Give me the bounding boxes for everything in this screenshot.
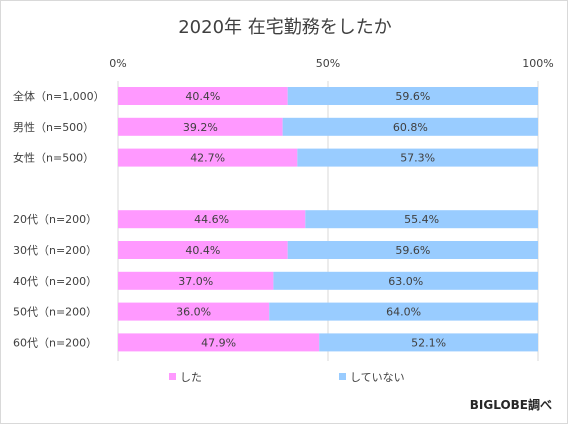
data-label: 39.2% <box>183 121 218 134</box>
data-label: 36.0% <box>176 306 211 319</box>
data-label: 59.6% <box>395 90 430 103</box>
x-tick-label: 100% <box>522 57 553 70</box>
bar-segment <box>287 87 538 105</box>
bar-segment <box>273 271 538 290</box>
x-axis-ticks: 0% 50% 100% <box>109 57 553 70</box>
category-label: 40代（n=200） <box>13 275 97 288</box>
bar-segment <box>287 241 538 259</box>
data-label: 55.4% <box>404 213 439 226</box>
legend-label: した <box>180 371 202 384</box>
category-label: 全体（n=1,000） <box>13 89 105 103</box>
bar-segment <box>269 302 538 321</box>
category-label: 男性（n=500） <box>13 120 94 134</box>
bar-segment <box>118 117 283 136</box>
x-tick-label: 0% <box>109 57 126 70</box>
data-label: 42.7% <box>190 152 225 165</box>
data-label: 60.8% <box>393 121 428 134</box>
legend-swatch <box>169 373 176 380</box>
category-label: 50代（n=200） <box>13 306 97 319</box>
data-label: 47.9% <box>201 336 236 349</box>
category-label: 30代（n=200） <box>13 244 97 257</box>
data-label: 52.1% <box>411 336 446 349</box>
category-label: 60代（n=200） <box>13 336 97 349</box>
bar-segment <box>118 210 306 229</box>
data-label: 63.0% <box>388 275 423 288</box>
data-label: 40.4% <box>185 90 220 103</box>
data-label: 64.0% <box>386 306 421 319</box>
bar-segment <box>282 117 538 136</box>
data-label: 57.3% <box>400 152 435 165</box>
bar-segment <box>118 302 270 321</box>
bar-segment <box>319 333 538 352</box>
category-label: 女性（n=500） <box>13 151 94 165</box>
legend-swatch <box>339 373 346 380</box>
category-label: 20代（n=200） <box>13 213 97 226</box>
bar-segment <box>305 210 538 229</box>
legend-label: していない <box>350 371 405 384</box>
bar-segment <box>118 333 320 352</box>
data-label: 44.6% <box>194 213 229 226</box>
data-label: 59.6% <box>395 244 430 257</box>
data-label: 37.0% <box>178 275 213 288</box>
x-tick-label: 50% <box>316 57 340 70</box>
source-note: BIGLOBE調べ <box>470 397 552 412</box>
bar-segment <box>118 271 274 290</box>
bar-segment <box>118 87 288 105</box>
bar-segment <box>297 148 538 167</box>
chart-title: 2020年 在宅勤務をしたか <box>178 17 392 38</box>
bar-segment <box>118 148 298 167</box>
bar-segment <box>118 241 288 259</box>
data-label: 40.4% <box>185 244 220 257</box>
category-labels: 全体（n=1,000） 男性（n=500） 女性（n=500） 20代（n=200） 3… <box>13 89 105 349</box>
legend: した していない <box>169 371 405 384</box>
bars: 40.4% 59.6% 39.2% 60.8% 42.7% 57.3% 44.6% 55.4%… <box>118 87 538 352</box>
